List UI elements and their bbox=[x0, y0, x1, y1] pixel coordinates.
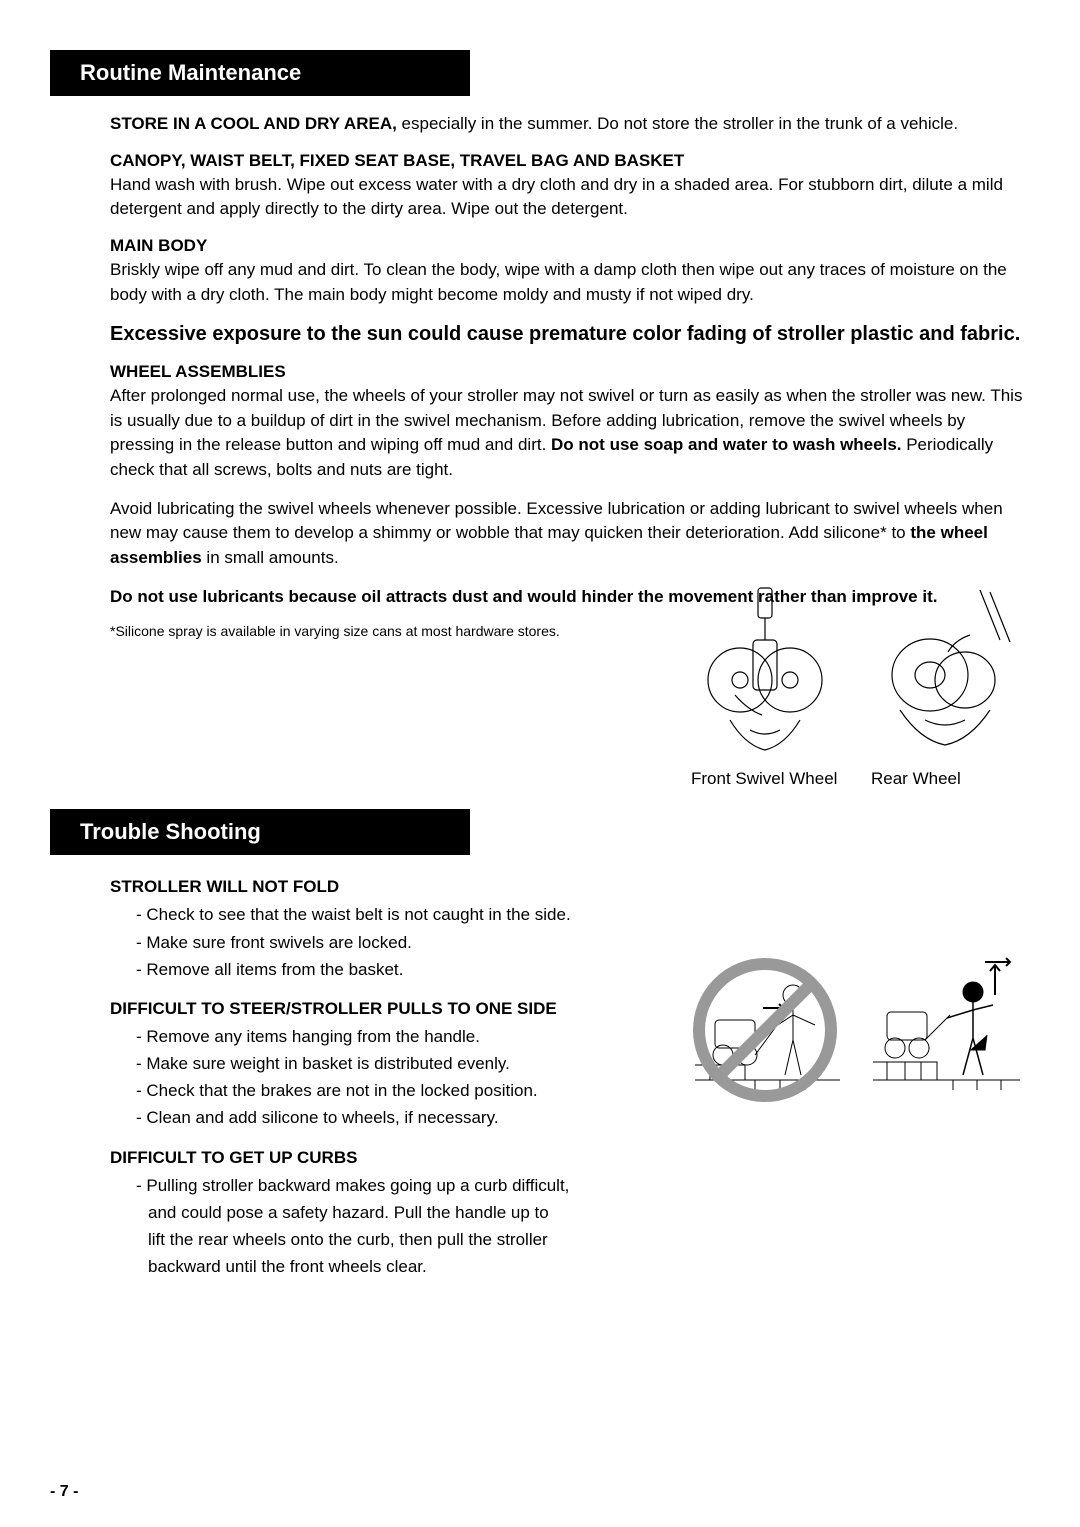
rear-wheel-figure: Rear Wheel bbox=[865, 580, 1025, 789]
section-header-maintenance: Routine Maintenance bbox=[50, 50, 470, 96]
rear-wheel-icon bbox=[870, 580, 1020, 760]
list-item: Check to see that the waist belt is not … bbox=[136, 901, 1030, 928]
wheels-text-1: After prolonged normal use, the wheels o… bbox=[110, 384, 1030, 483]
wheel-figures: Front Swivel Wheel Rear Wheel bbox=[685, 580, 1025, 789]
front-swivel-figure: Front Swivel Wheel bbox=[685, 580, 845, 789]
ts-head-fold: STROLLER WILL NOT FOLD bbox=[110, 877, 1030, 897]
storage-rest: especially in the summer. Do not store t… bbox=[397, 114, 958, 133]
wheels-2c: in small amounts. bbox=[202, 548, 339, 567]
list-item: Pulling stroller backward makes going up… bbox=[136, 1172, 570, 1281]
wheels-2a: Avoid lubricating the swivel wheels when… bbox=[110, 499, 1003, 543]
curb-figures bbox=[685, 950, 1025, 1115]
subhead-wheels: WHEEL ASSEMBLIES bbox=[110, 362, 1030, 382]
ts-head-curbs: DIFFICULT TO GET UP CURBS bbox=[110, 1148, 1030, 1168]
curb-right-icon bbox=[865, 950, 1025, 1110]
page: Routine Maintenance STORE IN A COOL AND … bbox=[0, 0, 1080, 1527]
page-number: - 7 - bbox=[50, 1483, 78, 1501]
curb-wrong-figure bbox=[685, 950, 845, 1115]
mainbody-text: Briskly wipe off any mud and dirt. To cl… bbox=[110, 258, 1030, 307]
front-swivel-caption: Front Swivel Wheel bbox=[685, 769, 845, 789]
canopy-text: Hand wash with brush. Wipe out excess wa… bbox=[110, 173, 1030, 222]
storage-note: STORE IN A COOL AND DRY AREA, especially… bbox=[110, 112, 1030, 137]
wheels-text-2: Avoid lubricating the swivel wheels when… bbox=[110, 497, 1030, 571]
subhead-mainbody: MAIN BODY bbox=[110, 236, 1030, 256]
front-swivel-icon bbox=[690, 580, 840, 760]
sun-warning: Excessive exposure to the sun could caus… bbox=[110, 321, 1030, 348]
section-header-trouble: Trouble Shooting bbox=[50, 809, 470, 855]
curb-wrong-icon bbox=[685, 950, 845, 1110]
curb-right-figure bbox=[865, 950, 1025, 1115]
maintenance-content: STORE IN A COOL AND DRY AREA, especially… bbox=[50, 112, 1030, 639]
subhead-canopy: CANOPY, WAIST BELT, FIXED SEAT BASE, TRA… bbox=[110, 151, 1030, 171]
wheels-1b: Do not use soap and water to wash wheels… bbox=[551, 435, 901, 454]
storage-bold: STORE IN A COOL AND DRY AREA, bbox=[110, 114, 397, 133]
ts-list-curbs: Pulling stroller backward makes going up… bbox=[110, 1172, 570, 1281]
rear-wheel-caption: Rear Wheel bbox=[865, 769, 1025, 789]
